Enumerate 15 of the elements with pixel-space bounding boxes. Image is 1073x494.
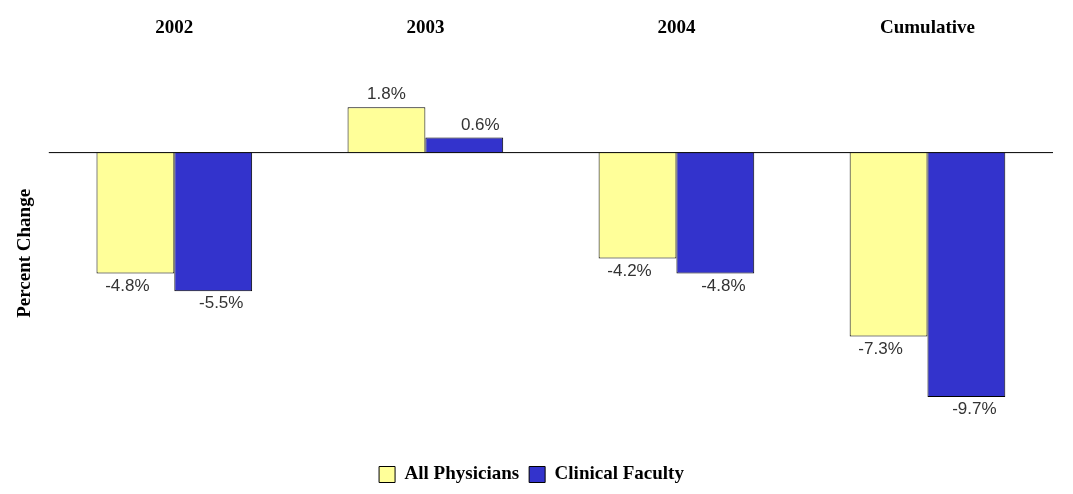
- legend-label: Clinical Faculty: [554, 462, 685, 484]
- data-label: -7.3%: [858, 338, 903, 358]
- data-label: -9.7%: [952, 399, 997, 419]
- x-tick-label: 2002: [155, 16, 194, 38]
- x-tick-label: Cumulative: [879, 16, 975, 38]
- data-label: -4.8%: [701, 275, 746, 295]
- data-label: -4.2%: [607, 260, 652, 280]
- data-label: -5.5%: [199, 293, 244, 313]
- x-tick-label: 2003: [406, 16, 445, 38]
- legend-label: All Physicians: [404, 462, 520, 484]
- data-label: 1.8%: [367, 84, 406, 104]
- data-label: 0.6%: [460, 114, 500, 134]
- x-tick-label: 2004: [657, 16, 696, 38]
- y-axis-title: Percent Change: [13, 188, 35, 318]
- data-label: -4.8%: [105, 275, 150, 295]
